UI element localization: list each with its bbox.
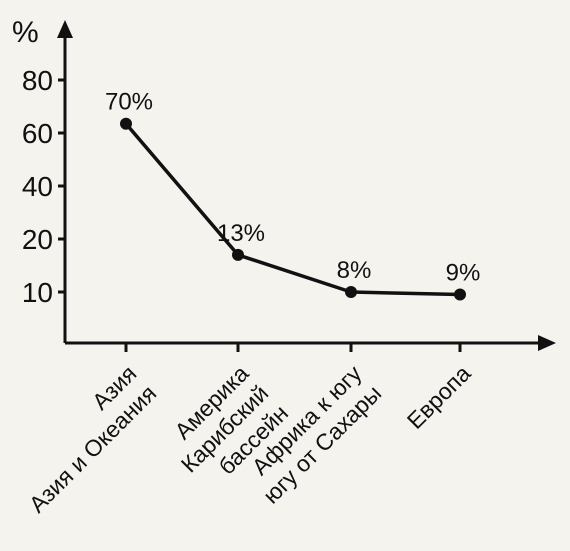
data-label: 9% (446, 260, 481, 287)
series-layer (120, 117, 466, 301)
y-tick-label: 40 (22, 171, 53, 202)
axes: % (12, 16, 556, 351)
data-point (120, 117, 132, 130)
data-point (345, 286, 357, 298)
x-axis-arrow (538, 335, 556, 351)
y-axis-arrow (57, 20, 73, 38)
y-tick-label: 20 (22, 224, 53, 255)
y-axis-ticks: 10 20 40 60 80 (22, 65, 65, 308)
y-tick-label: 80 (22, 65, 53, 96)
x-axis-ticks (124, 343, 462, 352)
data-label: 13% (217, 220, 265, 247)
series-line (124, 122, 461, 297)
category-label: Европа (402, 360, 476, 434)
category-label-line: Европа (402, 360, 476, 434)
data-point (454, 288, 466, 301)
data-labels-layer: 70% 13% 8% 9% (105, 89, 480, 287)
data-point (232, 248, 244, 261)
y-axis-label: % (12, 16, 39, 49)
data-label: 70% (105, 89, 153, 116)
y-tick-label: 10 (22, 277, 53, 308)
y-tick-label: 60 (22, 118, 53, 149)
data-label: 8% (337, 257, 372, 284)
